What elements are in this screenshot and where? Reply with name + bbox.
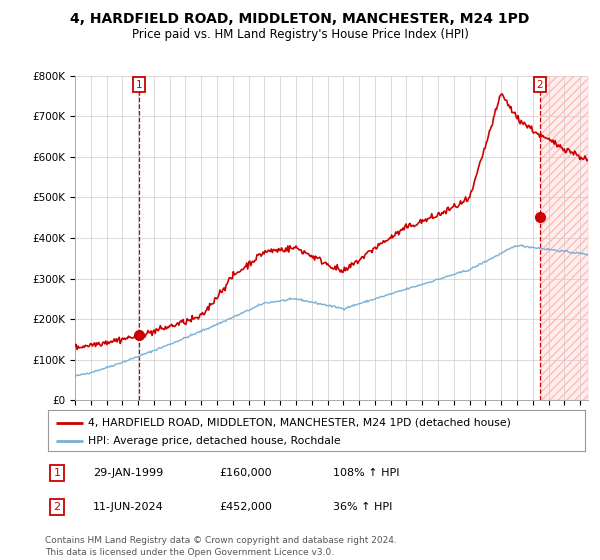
Text: 4, HARDFIELD ROAD, MIDDLETON, MANCHESTER, M24 1PD: 4, HARDFIELD ROAD, MIDDLETON, MANCHESTER… <box>70 12 530 26</box>
Text: 11-JUN-2024: 11-JUN-2024 <box>93 502 164 512</box>
Text: 29-JAN-1999: 29-JAN-1999 <box>93 468 163 478</box>
Text: Price paid vs. HM Land Registry's House Price Index (HPI): Price paid vs. HM Land Registry's House … <box>131 28 469 41</box>
Text: 1: 1 <box>53 468 61 478</box>
Text: 2: 2 <box>536 80 543 90</box>
Text: £160,000: £160,000 <box>219 468 272 478</box>
Text: 108% ↑ HPI: 108% ↑ HPI <box>333 468 400 478</box>
Text: 2: 2 <box>53 502 61 512</box>
Text: 36% ↑ HPI: 36% ↑ HPI <box>333 502 392 512</box>
Text: 1: 1 <box>136 80 143 90</box>
Text: HPI: Average price, detached house, Rochdale: HPI: Average price, detached house, Roch… <box>88 436 341 446</box>
Text: 4, HARDFIELD ROAD, MIDDLETON, MANCHESTER, M24 1PD (detached house): 4, HARDFIELD ROAD, MIDDLETON, MANCHESTER… <box>88 418 511 428</box>
Text: Contains HM Land Registry data © Crown copyright and database right 2024.
This d: Contains HM Land Registry data © Crown c… <box>45 536 397 557</box>
Text: £452,000: £452,000 <box>219 502 272 512</box>
